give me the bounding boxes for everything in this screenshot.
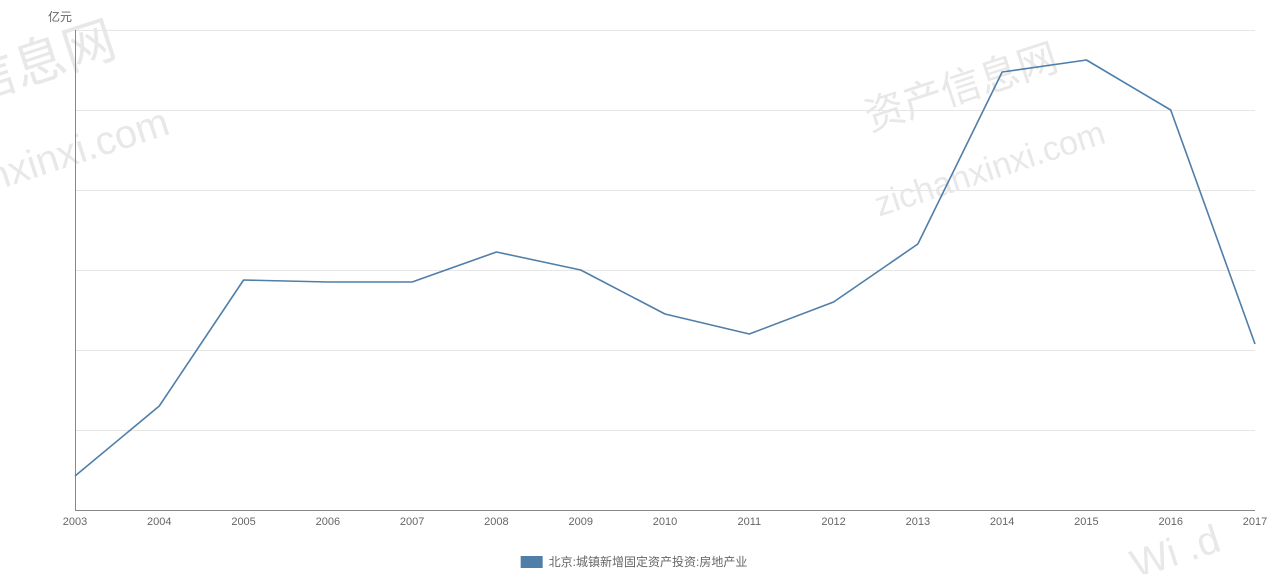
x-tick-label: 2015 [1074,516,1098,528]
x-tick-label: 2013 [906,516,930,528]
x-tick-label: 2008 [484,516,508,528]
legend: 北京:城镇新增固定资产投资:房地产业 [521,553,748,570]
x-tick-label: 2017 [1243,516,1267,528]
x-tick-label: 2012 [821,516,845,528]
x-tick-label: 2004 [147,516,171,528]
legend-label: 北京:城镇新增固定资产投资:房地产业 [549,553,748,570]
series-line [75,60,1255,476]
x-tick-label: 2011 [737,516,761,528]
x-tick-label: 2006 [316,516,340,528]
x-tick-label: 2009 [568,516,592,528]
legend-swatch [521,556,543,568]
x-tick-label: 2003 [63,516,87,528]
x-tick-label: 2016 [1158,516,1182,528]
x-tick-label: 2014 [990,516,1014,528]
x-tick-label: 2010 [653,516,677,528]
x-axis-line [75,510,1255,511]
x-tick-label: 2007 [400,516,424,528]
plot-area [75,30,1255,510]
x-tick-label: 2005 [231,516,255,528]
line-series-layer [75,30,1255,510]
y-axis-title: 亿元 [48,8,72,25]
chart-container: 信息网hanxinxi.com资产信息网zichanxinxi.comWi .d… [0,0,1268,574]
